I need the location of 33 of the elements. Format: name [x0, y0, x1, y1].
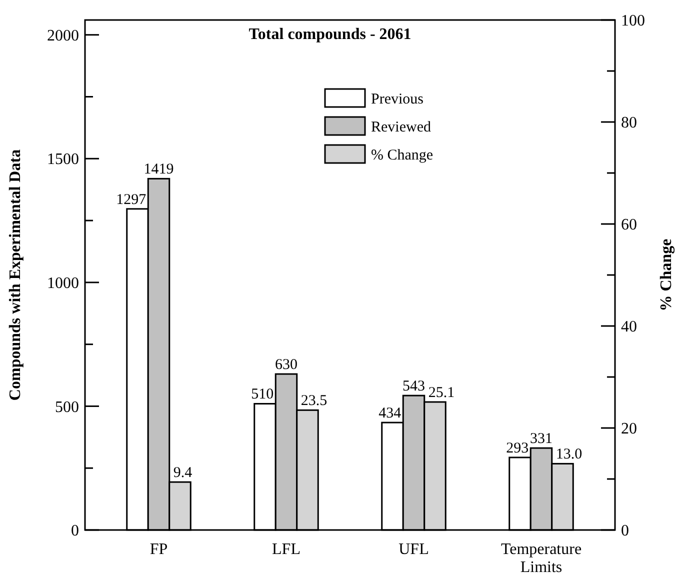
y2-tick-label: 20 — [621, 420, 637, 438]
data-label: 1297 — [116, 192, 147, 208]
legend-label: Previous — [371, 91, 424, 108]
x-tick-label: UFL — [398, 541, 429, 558]
data-label: 1419 — [144, 162, 174, 178]
x-tick-label: FP — [150, 541, 168, 558]
legend-label: % Change — [371, 147, 434, 164]
data-label: 293 — [506, 440, 529, 456]
data-label: 9.4 — [173, 465, 193, 482]
data-label: 25.1 — [428, 384, 455, 401]
data-label: 630 — [275, 357, 298, 374]
legend-label: Reviewed — [371, 119, 432, 136]
data-label: 331 — [530, 431, 552, 448]
data-label: 543 — [402, 378, 425, 395]
data-label: 510 — [251, 386, 274, 403]
chart-title: Total compounds - 2061 — [248, 26, 412, 43]
data-label: 434 — [378, 406, 402, 422]
y2-tick-label: 60 — [621, 216, 637, 234]
y2-tick-label: 40 — [621, 318, 637, 336]
y-tick-label: 0 — [71, 522, 79, 540]
y2-tick-label: 80 — [621, 114, 637, 132]
y-axis-title: Compounds with Experimental Data — [7, 149, 24, 401]
y2-tick-label: 0 — [621, 522, 629, 540]
y-tick-label: 1000 — [47, 275, 79, 292]
y-tick-label: 2000 — [47, 27, 79, 44]
y-tick-label: 1500 — [47, 151, 79, 168]
y2-tick-label: 100 — [621, 12, 645, 30]
y2-axis-title: % Change — [658, 238, 675, 312]
data-label: 23.5 — [300, 393, 328, 410]
x-tick-label: LFL — [272, 541, 300, 558]
y-tick-label: 500 — [55, 398, 79, 416]
data-label: 13.0 — [556, 446, 582, 463]
x-tick-label: Temperature Limits — [500, 541, 582, 576]
